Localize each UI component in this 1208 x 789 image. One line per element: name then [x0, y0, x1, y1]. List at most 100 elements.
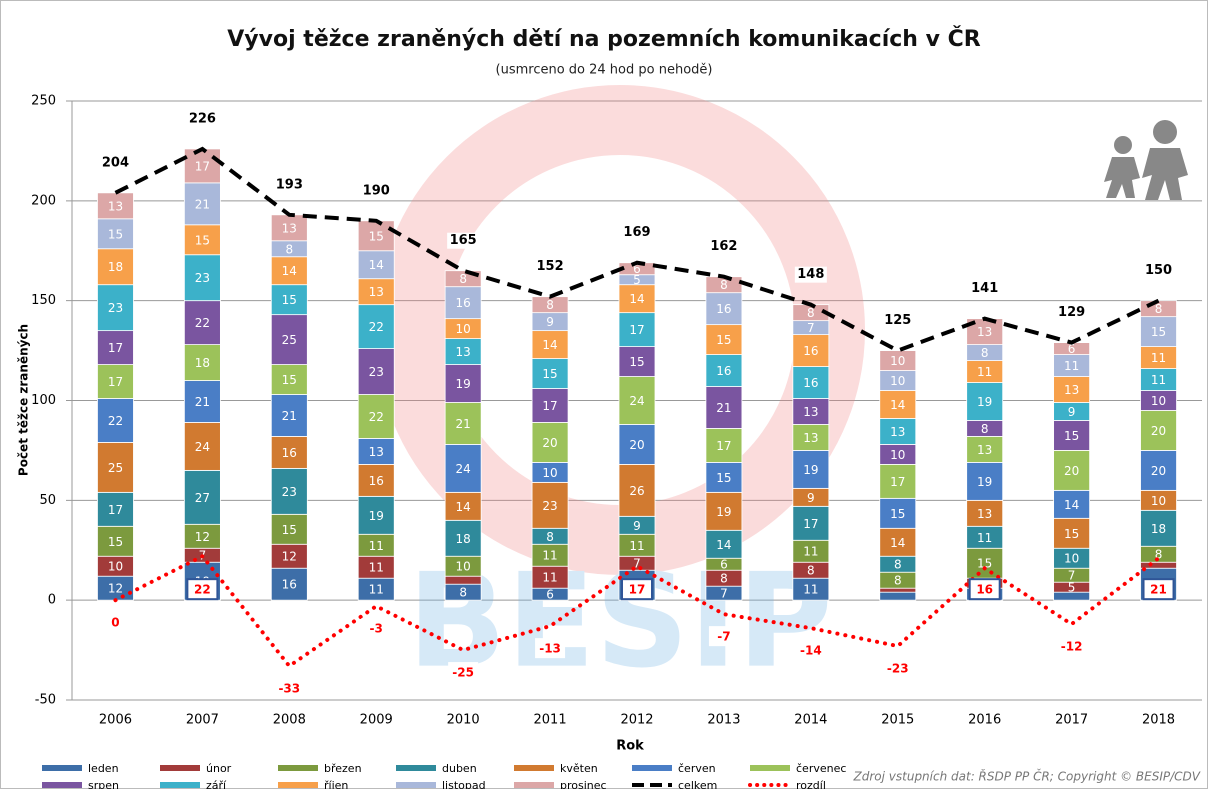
legend-label: červen [678, 762, 716, 775]
bar-value-label: 15 [542, 367, 557, 381]
legend-swatch [396, 765, 436, 771]
bar-value-label: 16 [716, 364, 731, 378]
bar-value-label: 20 [629, 438, 644, 452]
bar-value-label: 9 [1068, 405, 1076, 419]
chart-subtitle: (usmrceno do 24 hod po nehodě) [496, 63, 713, 78]
bar-value-label: 16 [282, 578, 297, 592]
line-value-label: -25 [452, 666, 474, 680]
bar-value-label: 15 [890, 507, 905, 521]
line-value-label: 21 [1150, 583, 1167, 597]
bar-value-label: 13 [1064, 383, 1079, 397]
bar-value-label: 13 [977, 443, 992, 457]
bar-value-label: 21 [195, 197, 210, 211]
y-axis-title: Počet těžce zraněných [17, 324, 31, 476]
x-tick-label: 2017 [1055, 713, 1088, 728]
bar-value-label: 8 [720, 278, 728, 292]
bar-value-label: 17 [108, 375, 123, 389]
bar-value-label: 14 [629, 292, 644, 306]
bar-value-label: 17 [629, 323, 644, 337]
bar-value-label: 12 [282, 550, 297, 564]
line-value-label: 16 [976, 583, 993, 597]
bar-value-label: 20 [542, 436, 557, 450]
legend-label: únor [206, 762, 232, 775]
bar-value-label: 10 [456, 322, 471, 336]
legend-label: květen [560, 762, 598, 775]
bar-value-label: 15 [108, 227, 123, 241]
bar-value-label: 17 [716, 439, 731, 453]
bar-value-label: 11 [369, 583, 384, 597]
bar-value-label: 19 [977, 475, 992, 489]
bar-value-label: 10 [108, 560, 123, 574]
line-value-label: 162 [710, 239, 737, 254]
bar-value-label: 13 [803, 405, 818, 419]
line-value-label: 22 [194, 583, 211, 597]
bar-value-label: 15 [1064, 429, 1079, 443]
x-tick-label: 2011 [534, 713, 567, 728]
bar-value-label: 15 [108, 535, 123, 549]
bar-value-label: 13 [977, 325, 992, 339]
bar-value-label: 11 [977, 365, 992, 379]
bar-value-label: 12 [195, 530, 210, 544]
x-axis-title: Rok [616, 739, 644, 754]
source-note: Zdroj vstupních dat: ŘSDP PP ČR; Copyrig… [853, 769, 1201, 784]
bar-value-label: 8 [981, 422, 989, 436]
bar-value-label: 12 [108, 582, 123, 596]
bar-value-label: 17 [803, 517, 818, 531]
line-value-label: -7 [717, 630, 730, 644]
line-value-label: 165 [450, 233, 477, 248]
bar-value-label: 5 [1068, 581, 1076, 595]
bar-segment [445, 576, 481, 584]
legend-label: duben [442, 762, 477, 775]
legend-label: červenec [796, 762, 846, 775]
bar-value-label: 11 [369, 539, 384, 553]
line-value-label: -12 [1061, 640, 1083, 654]
bar-value-label: 25 [108, 461, 123, 475]
legend-label: září [206, 779, 227, 789]
line-value-label: 190 [363, 183, 390, 198]
x-tick-label: 2014 [794, 713, 827, 728]
bar-value-label: 10 [1151, 394, 1166, 408]
bar-value-label: 17 [542, 399, 557, 413]
bar-value-label: 17 [108, 503, 123, 517]
legend-label: březen [324, 762, 362, 775]
bar-value-label: 20 [1151, 464, 1166, 478]
bar-value-label: 17 [890, 475, 905, 489]
y-tick-label: 250 [31, 94, 56, 109]
bar-value-label: 16 [456, 296, 471, 310]
bar-value-label: 13 [890, 425, 905, 439]
chart: BESIP Vývoj těžce zraněných dětí na poze… [0, 0, 1208, 789]
bar-value-label: 10 [890, 354, 905, 368]
line-value-label: 193 [276, 177, 303, 192]
bar-segment [880, 588, 916, 592]
line-value-label: -33 [278, 682, 300, 696]
bar-value-label: 11 [977, 531, 992, 545]
bar-value-label: 16 [369, 474, 384, 488]
bar-value-label: 8 [981, 346, 989, 360]
line-value-label: -13 [539, 642, 561, 656]
bar-value-label: 19 [803, 463, 818, 477]
bar-value-label: 11 [803, 545, 818, 559]
bar-value-label: 13 [108, 199, 123, 213]
x-tick-label: 2018 [1142, 713, 1175, 728]
legend-swatch [42, 782, 82, 788]
legend-swatch [278, 765, 318, 771]
legend-swatch [514, 765, 554, 771]
bar-value-label: 18 [195, 356, 210, 370]
legend-label: listopad [442, 779, 486, 789]
bar-value-label: 26 [629, 484, 644, 498]
bar-value-label: 13 [369, 285, 384, 299]
bar-value-label: 13 [456, 345, 471, 359]
bar-value-label: 24 [456, 462, 471, 476]
x-tick-label: 2009 [360, 713, 393, 728]
bar-value-label: 24 [195, 440, 210, 454]
legend-label: srpen [88, 779, 119, 789]
bar-value-label: 10 [890, 374, 905, 388]
line-value-label: 169 [623, 225, 650, 240]
y-tick-label: 150 [31, 293, 56, 308]
bar-value-label: 15 [195, 233, 210, 247]
bar-value-label: 14 [1064, 498, 1079, 512]
bar-value-label: 20 [1151, 424, 1166, 438]
bar-value-label: 7 [807, 321, 815, 335]
bar-value-label: 13 [282, 221, 297, 235]
bar-value-label: 10 [542, 466, 557, 480]
